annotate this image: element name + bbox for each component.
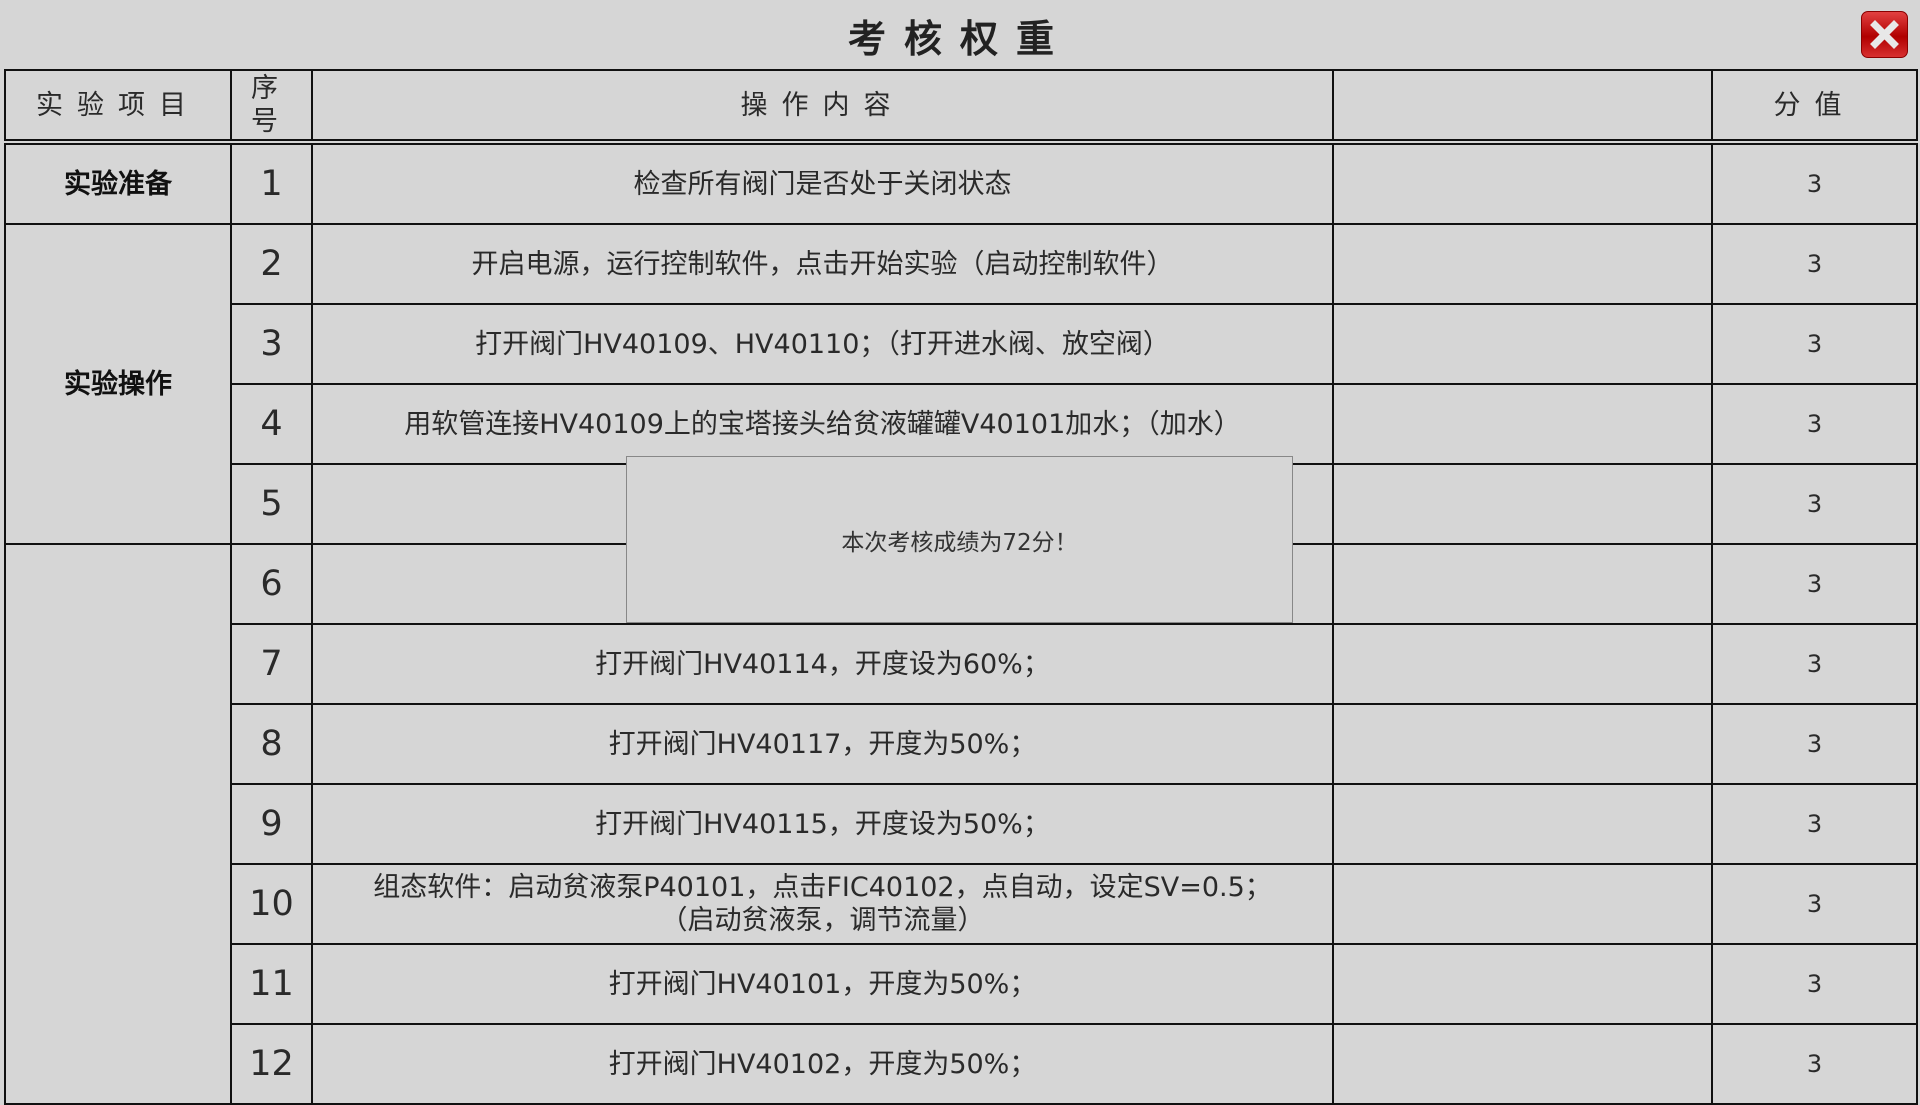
row-index: 2 — [230, 223, 313, 305]
row-score-text: 3 — [1806, 329, 1823, 358]
row-content: 打开阀门HV40114，开度设为60%； — [311, 623, 1334, 705]
row-content-text: 检查所有阀门是否处于关闭状态 — [633, 168, 1012, 200]
header-blank — [1332, 69, 1713, 141]
row-score: 3 — [1711, 943, 1918, 1025]
row-score: 3 — [1711, 303, 1918, 385]
row-content: 检查所有阀门是否处于关闭状态 — [311, 143, 1334, 225]
row-blank — [1332, 143, 1713, 225]
row-content: 开启电源，运行控制软件，点击开始实验（启动控制软件） — [311, 223, 1334, 305]
row-content: 打开阀门HV40101，开度为50%； — [311, 943, 1334, 1025]
row-score: 3 — [1711, 223, 1918, 305]
score-dialog: 本次考核成绩为72分！ — [626, 456, 1293, 623]
row-blank — [1332, 623, 1713, 705]
row-score-text: 3 — [1806, 569, 1823, 598]
row-index-text: 4 — [260, 403, 283, 444]
header-index: 序号 — [230, 69, 313, 141]
row-score-text: 3 — [1806, 169, 1823, 198]
header-index-text: 序号 — [251, 73, 292, 137]
row-blank — [1332, 223, 1713, 305]
row-score: 3 — [1711, 863, 1918, 945]
row-index: 6 — [230, 543, 313, 625]
row-content: 打开阀门HV40109、HV40110；（打开进水阀、放空阀） — [311, 303, 1334, 385]
row-blank — [1332, 1023, 1713, 1105]
row-content: 打开阀门HV40102，开度为50%； — [311, 1023, 1334, 1105]
row-score: 3 — [1711, 1023, 1918, 1105]
header-project: 实验项目 — [4, 69, 232, 141]
row-content: 打开阀门HV40117，开度为50%； — [311, 703, 1334, 785]
row-index-text: 8 — [260, 723, 283, 764]
page-title: 考核权重 — [847, 17, 1072, 61]
header-content-text: 操作内容 — [740, 89, 905, 121]
row-score: 3 — [1711, 383, 1918, 465]
header-project-text: 实验项目 — [36, 89, 200, 121]
header-score: 分值 — [1711, 69, 1918, 141]
close-button[interactable] — [1861, 11, 1908, 58]
row-blank — [1332, 303, 1713, 385]
row-content-text: 打开阀门HV40114，开度设为60%； — [595, 648, 1050, 680]
row-blank — [1332, 543, 1713, 625]
row-content-text: 打开阀门HV40115，开度设为50%； — [595, 808, 1050, 840]
row-index-text: 2 — [260, 243, 283, 284]
row-score-text: 3 — [1806, 809, 1823, 838]
row-score: 3 — [1711, 623, 1918, 705]
close-icon — [1870, 20, 1899, 49]
row-index-text: 1 — [260, 163, 283, 204]
row-index: 12 — [230, 1023, 313, 1105]
row-index-text: 9 — [260, 803, 283, 844]
row-score-text: 3 — [1806, 649, 1823, 678]
score-message: 本次考核成绩为72分！ — [841, 529, 1078, 556]
row-blank — [1332, 703, 1713, 785]
row-score-text: 3 — [1806, 249, 1823, 278]
row-index: 9 — [230, 783, 313, 865]
row-content: 用软管连接HV40109上的宝塔接头给贫液罐罐V40101加水；（加水） — [311, 383, 1334, 465]
row-score-text: 3 — [1806, 889, 1823, 918]
row-blank — [1332, 943, 1713, 1025]
row-content-text: 组态软件：启动贫液泵P40101，点击FIC40102，点自动，设定SV=0.5… — [373, 872, 1272, 936]
row-index-text: 7 — [260, 643, 283, 684]
header-content: 操作内容 — [311, 69, 1334, 141]
row-index-text: 11 — [249, 963, 294, 1004]
group-cell-text: 实验操作 — [64, 368, 172, 400]
header-score-text: 分值 — [1773, 89, 1856, 121]
row-blank — [1332, 783, 1713, 865]
row-index: 4 — [230, 383, 313, 465]
row-blank — [1332, 863, 1713, 945]
row-score: 3 — [1711, 703, 1918, 785]
row-index: 5 — [230, 463, 313, 545]
row-index-text: 10 — [249, 883, 294, 924]
row-content-text: 打开阀门HV40117，开度为50%； — [608, 728, 1037, 760]
row-content-text: 开启电源，运行控制软件，点击开始实验（启动控制软件） — [471, 248, 1174, 280]
row-index: 8 — [230, 703, 313, 785]
row-content: 打开阀门HV40115，开度设为50%； — [311, 783, 1334, 865]
row-score-text: 3 — [1806, 409, 1823, 438]
row-content-text: 打开阀门HV40109、HV40110；（打开进水阀、放空阀） — [475, 328, 1170, 360]
row-score-text: 3 — [1806, 489, 1823, 518]
row-index: 10 — [230, 863, 313, 945]
row-score: 3 — [1711, 143, 1918, 225]
row-score-text: 3 — [1806, 729, 1823, 758]
row-index-text: 12 — [249, 1043, 294, 1084]
row-score: 3 — [1711, 463, 1918, 545]
group-cell: 实验准备 — [4, 143, 232, 225]
row-score-text: 3 — [1806, 969, 1823, 998]
group-cell-text: 实验准备 — [64, 168, 172, 200]
row-index-text: 6 — [260, 563, 283, 604]
row-score-text: 3 — [1806, 1049, 1823, 1078]
row-content: 组态软件：启动贫液泵P40101，点击FIC40102，点自动，设定SV=0.5… — [311, 863, 1334, 945]
row-content-text: 打开阀门HV40101，开度为50%； — [608, 968, 1037, 1000]
row-blank — [1332, 463, 1713, 545]
row-index: 11 — [230, 943, 313, 1025]
row-content-text: 用软管连接HV40109上的宝塔接头给贫液罐罐V40101加水；（加水） — [404, 408, 1241, 440]
row-score: 3 — [1711, 783, 1918, 865]
row-index: 7 — [230, 623, 313, 705]
row-index: 1 — [230, 143, 313, 225]
group-cell — [4, 543, 232, 1105]
row-blank — [1332, 383, 1713, 465]
group-cell: 实验操作 — [4, 223, 232, 545]
row-index: 3 — [230, 303, 313, 385]
row-index-text: 5 — [260, 483, 283, 524]
row-index-text: 3 — [260, 323, 283, 364]
row-content-text: 打开阀门HV40102，开度为50%； — [608, 1048, 1037, 1080]
row-score: 3 — [1711, 543, 1918, 625]
